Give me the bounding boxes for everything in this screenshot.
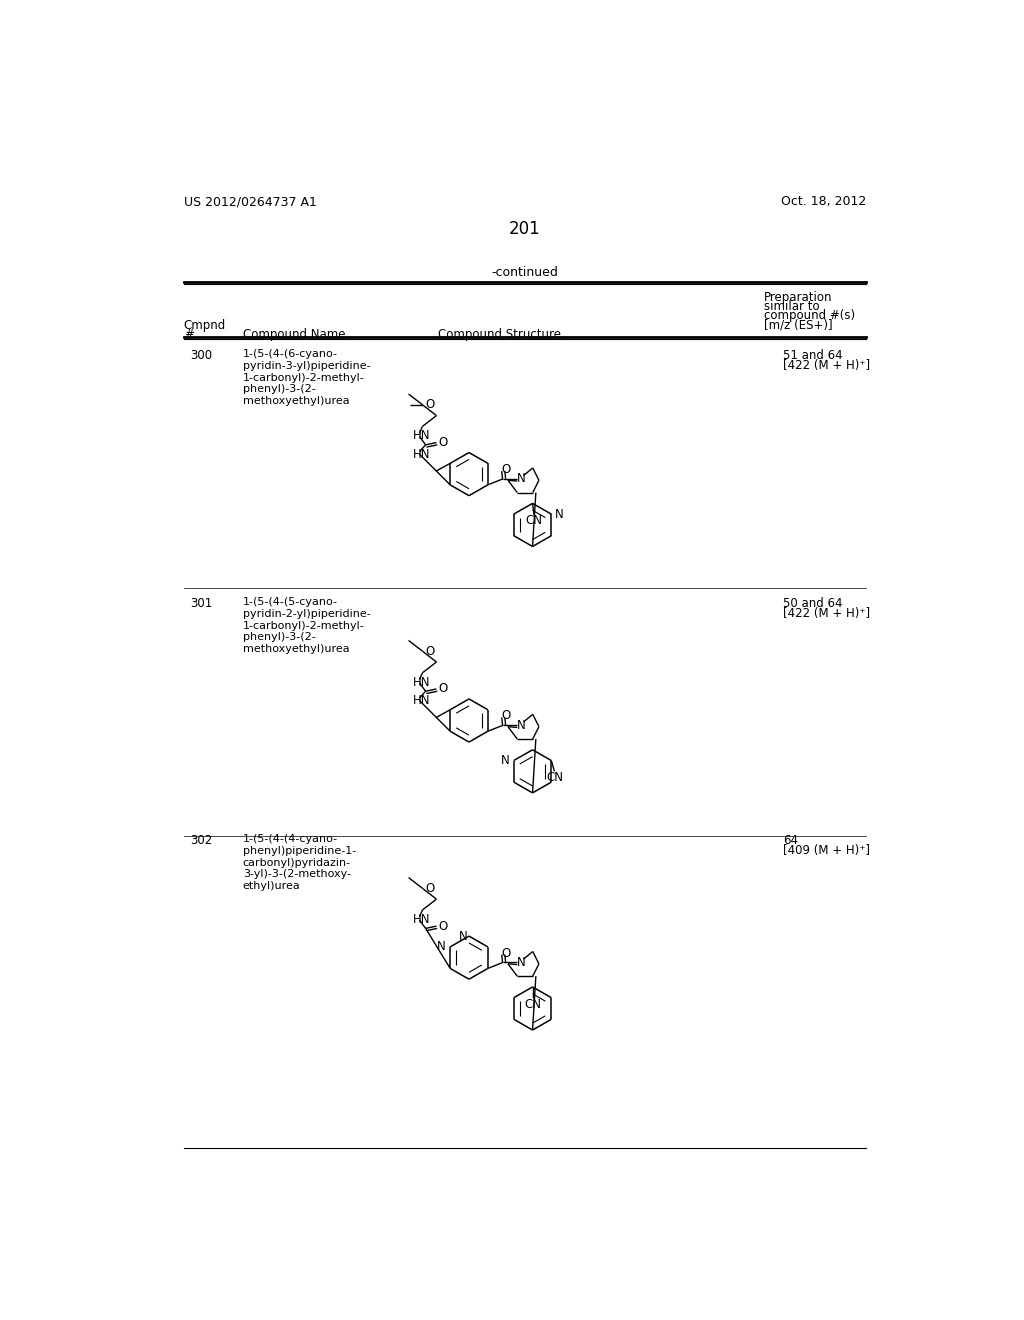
Text: Cmpnd: Cmpnd bbox=[183, 318, 226, 331]
Text: Compound Name: Compound Name bbox=[243, 327, 345, 341]
Text: CN: CN bbox=[524, 998, 541, 1011]
Text: O: O bbox=[426, 882, 435, 895]
Text: HN: HN bbox=[413, 447, 430, 461]
Text: O: O bbox=[501, 946, 510, 960]
Text: CN: CN bbox=[525, 513, 543, 527]
Text: -continued: -continued bbox=[492, 267, 558, 280]
Text: compound #(s): compound #(s) bbox=[764, 309, 855, 322]
Text: 1-(5-(4-(6-cyano-
pyridin-3-yl)piperidine-
1-carbonyl)-2-methyl-
phenyl)-3-(2-
m: 1-(5-(4-(6-cyano- pyridin-3-yl)piperidin… bbox=[243, 350, 371, 405]
Text: O: O bbox=[426, 644, 435, 657]
Text: Compound Structure: Compound Structure bbox=[438, 327, 561, 341]
Text: O: O bbox=[426, 399, 435, 412]
Text: HN: HN bbox=[413, 694, 430, 708]
Text: 64: 64 bbox=[783, 834, 798, 847]
Text: [m/z (ES+)]: [m/z (ES+)] bbox=[764, 318, 833, 331]
Text: 300: 300 bbox=[190, 350, 212, 363]
Text: 302: 302 bbox=[190, 834, 212, 847]
Text: N: N bbox=[517, 473, 525, 486]
Text: HN: HN bbox=[413, 912, 430, 925]
Text: O: O bbox=[438, 920, 447, 933]
Text: similar to: similar to bbox=[764, 300, 819, 313]
Text: [422 (M + H)⁺]: [422 (M + H)⁺] bbox=[783, 359, 870, 372]
Text: Preparation: Preparation bbox=[764, 290, 831, 304]
Text: O: O bbox=[501, 709, 510, 722]
Text: 301: 301 bbox=[190, 598, 212, 610]
Text: CN: CN bbox=[546, 771, 563, 784]
Text: 1-(5-(4-(4-cyano-
phenyl)piperidine-1-
carbonyl)pyridazin-
3-yl)-3-(2-methoxy-
e: 1-(5-(4-(4-cyano- phenyl)piperidine-1- c… bbox=[243, 834, 356, 891]
Text: N: N bbox=[437, 940, 445, 953]
Text: 51 and 64: 51 and 64 bbox=[783, 350, 843, 363]
Text: HN: HN bbox=[413, 429, 430, 442]
Text: Oct. 18, 2012: Oct. 18, 2012 bbox=[780, 195, 866, 209]
Text: US 2012/0264737 A1: US 2012/0264737 A1 bbox=[183, 195, 316, 209]
Text: N: N bbox=[459, 929, 467, 942]
Text: [422 (M + H)⁺]: [422 (M + H)⁺] bbox=[783, 607, 870, 620]
Text: 50 and 64: 50 and 64 bbox=[783, 598, 843, 610]
Text: 201: 201 bbox=[509, 220, 541, 238]
Text: N: N bbox=[517, 718, 525, 731]
Text: N: N bbox=[517, 956, 525, 969]
Text: [409 (M + H)⁺]: [409 (M + H)⁺] bbox=[783, 845, 869, 858]
Text: O: O bbox=[438, 682, 447, 696]
Text: #: # bbox=[183, 327, 194, 341]
Text: O: O bbox=[438, 436, 447, 449]
Text: 1-(5-(4-(5-cyano-
pyridin-2-yl)piperidine-
1-carbonyl)-2-methyl-
phenyl)-3-(2-
m: 1-(5-(4-(5-cyano- pyridin-2-yl)piperidin… bbox=[243, 598, 371, 653]
Text: HN: HN bbox=[413, 676, 430, 689]
Text: N: N bbox=[501, 754, 510, 767]
Text: N: N bbox=[555, 508, 564, 520]
Text: O: O bbox=[501, 463, 510, 477]
